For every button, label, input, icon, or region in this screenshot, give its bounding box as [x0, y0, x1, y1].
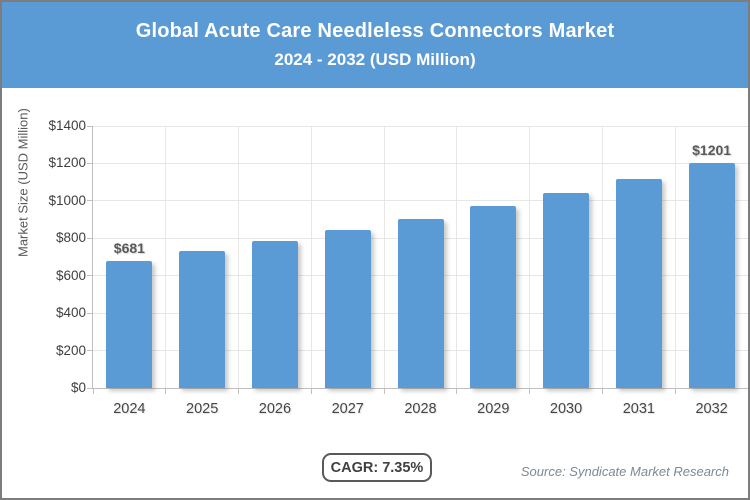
- bar-value-label: $681: [113, 239, 145, 256]
- h-gridline: [93, 162, 748, 164]
- x-tick-label: 2031: [622, 401, 655, 417]
- x-tick-label: 2029: [477, 401, 510, 417]
- chart-header: Global Acute Care Needleless Connectors …: [2, 2, 748, 88]
- y-tick-label: $600: [55, 267, 86, 283]
- y-tick-label: $400: [55, 305, 86, 321]
- y-tick-mark: [87, 237, 93, 239]
- x-axis-line: [93, 387, 748, 389]
- x-tick-label: 2025: [186, 401, 219, 417]
- x-tick-label: 2026: [258, 401, 292, 417]
- x-tick-label: 2027: [331, 401, 364, 417]
- y-tick-mark: [87, 162, 93, 164]
- x-tick-mark: [310, 388, 312, 394]
- bar-2028: [397, 218, 444, 388]
- x-tick-mark: [383, 388, 385, 394]
- cagr-badge: CAGR: 7.35%: [322, 453, 432, 482]
- v-gridline: [165, 126, 167, 388]
- x-tick-label: 2030: [549, 401, 583, 417]
- v-gridline: [238, 126, 240, 388]
- y-tick-mark: [87, 312, 93, 314]
- x-tick-label: 2024: [113, 401, 146, 417]
- x-tick-mark: [165, 388, 167, 394]
- x-tick-mark: [456, 388, 458, 394]
- y-tick-label: $200: [55, 342, 86, 358]
- y-tick-mark: [87, 350, 93, 352]
- y-tick-label: $800: [55, 230, 86, 246]
- bar-2029: [470, 206, 517, 388]
- h-gridline: [93, 200, 748, 202]
- bar-2026: [251, 241, 298, 388]
- v-gridline: [310, 126, 312, 388]
- y-tick-mark: [87, 387, 93, 389]
- v-gridline: [747, 126, 748, 388]
- bar-2031: [615, 178, 662, 388]
- x-tick-mark: [238, 388, 240, 394]
- y-tick-mark: [87, 200, 93, 202]
- bar-value-label: $1201: [692, 142, 732, 159]
- bar-2024: [106, 260, 153, 388]
- x-tick-mark: [674, 388, 676, 394]
- v-gridline: [674, 126, 676, 388]
- bar-2030: [543, 192, 590, 388]
- y-tick-mark: [87, 125, 93, 127]
- bar-2025: [179, 251, 226, 388]
- x-tick-mark: [601, 388, 603, 394]
- h-gridline: [93, 125, 748, 127]
- y-tick-label: $0: [70, 380, 86, 395]
- x-tick-mark: [529, 388, 531, 394]
- y-tick-label: $1000: [48, 192, 86, 208]
- bar-2032: [688, 163, 735, 388]
- x-tick-mark: [747, 388, 748, 394]
- y-tick-label: $1400: [48, 118, 86, 133]
- chart-title-line2: 2024 - 2032 (USD Million): [274, 50, 476, 69]
- v-gridline: [383, 126, 385, 388]
- x-tick-label: 2032: [695, 401, 728, 417]
- x-tick-mark: [92, 388, 94, 394]
- y-tick-mark: [87, 275, 93, 277]
- source-note: Source: Syndicate Market Research: [520, 464, 729, 479]
- v-gridline: [601, 126, 603, 388]
- v-gridline: [529, 126, 531, 388]
- chart-title-line1: Global Acute Care Needleless Connectors …: [135, 20, 615, 42]
- y-tick-label: $1200: [48, 155, 86, 171]
- bar-2027: [324, 230, 371, 388]
- y-axis-line: [92, 126, 93, 389]
- v-gridline: [456, 126, 458, 388]
- x-tick-label: 2028: [404, 401, 437, 417]
